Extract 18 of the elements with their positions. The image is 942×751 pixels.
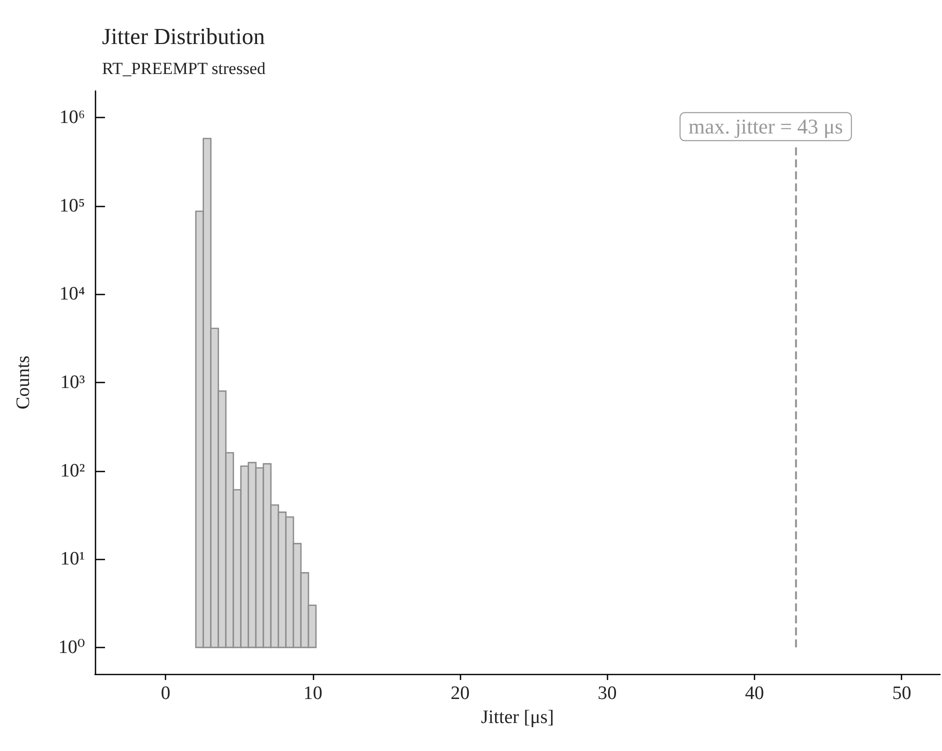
- x-axis-title: Jitter [μs]: [481, 707, 554, 728]
- x-tick-label: 0: [160, 683, 170, 704]
- y-tick-label: 10⁵: [59, 195, 85, 216]
- x-tick-label: 50: [892, 683, 912, 704]
- y-tick-label: 10⁶: [59, 107, 85, 128]
- x-tick-label: 20: [450, 683, 470, 704]
- y-tick-label: 10²: [60, 460, 86, 482]
- y-tick-label: 10⁰: [58, 636, 86, 658]
- chart-subtitle: RT_PREEMPT stressed: [102, 59, 266, 78]
- x-tick-label: 40: [745, 683, 764, 704]
- x-tick-label: 10: [303, 683, 322, 704]
- y-tick-label: 10³: [60, 372, 86, 393]
- ref-line-label: max. jitter = 43 μs: [688, 114, 843, 139]
- y-axis-title: Counts: [13, 356, 34, 410]
- chart-title: Jitter Distribution: [102, 24, 266, 49]
- y-tick-label: 10⁴: [59, 284, 86, 305]
- y-tick-label: 10¹: [60, 548, 86, 570]
- x-tick-label: 30: [598, 683, 617, 704]
